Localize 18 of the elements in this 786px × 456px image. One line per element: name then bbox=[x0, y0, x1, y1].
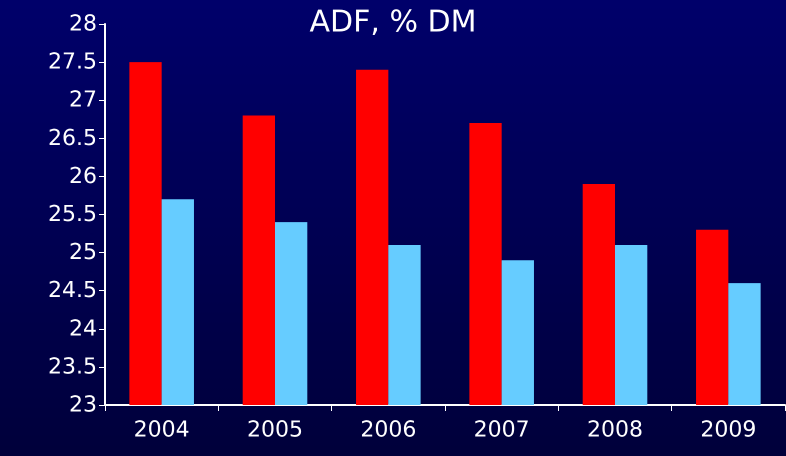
x-tick-label: 2004 bbox=[134, 418, 190, 442]
y-tick-label: 25 bbox=[69, 240, 97, 266]
y-tick-label: 27 bbox=[69, 88, 97, 113]
y-tick-label: 27.5 bbox=[48, 50, 97, 75]
chart-title: ADF, % DM bbox=[310, 4, 476, 40]
x-tick-label: 2005 bbox=[247, 418, 303, 442]
y-tick-label: 24.5 bbox=[48, 278, 97, 304]
y-tick-label: 28 bbox=[69, 12, 97, 36]
y-tick-label: 23 bbox=[69, 392, 97, 418]
y-tick-label: 25.5 bbox=[48, 202, 97, 227]
x-tick-label: 2009 bbox=[700, 418, 756, 442]
y-tick-label: 26.5 bbox=[48, 126, 97, 151]
y-tick-label: 24 bbox=[69, 316, 97, 342]
x-tick-label: 2007 bbox=[474, 418, 530, 442]
y-tick-label: 23.5 bbox=[48, 354, 97, 380]
x-tick-label: 2006 bbox=[360, 418, 416, 442]
y-tick-label: 26 bbox=[69, 164, 97, 189]
x-tick-label: 2008 bbox=[587, 418, 643, 442]
